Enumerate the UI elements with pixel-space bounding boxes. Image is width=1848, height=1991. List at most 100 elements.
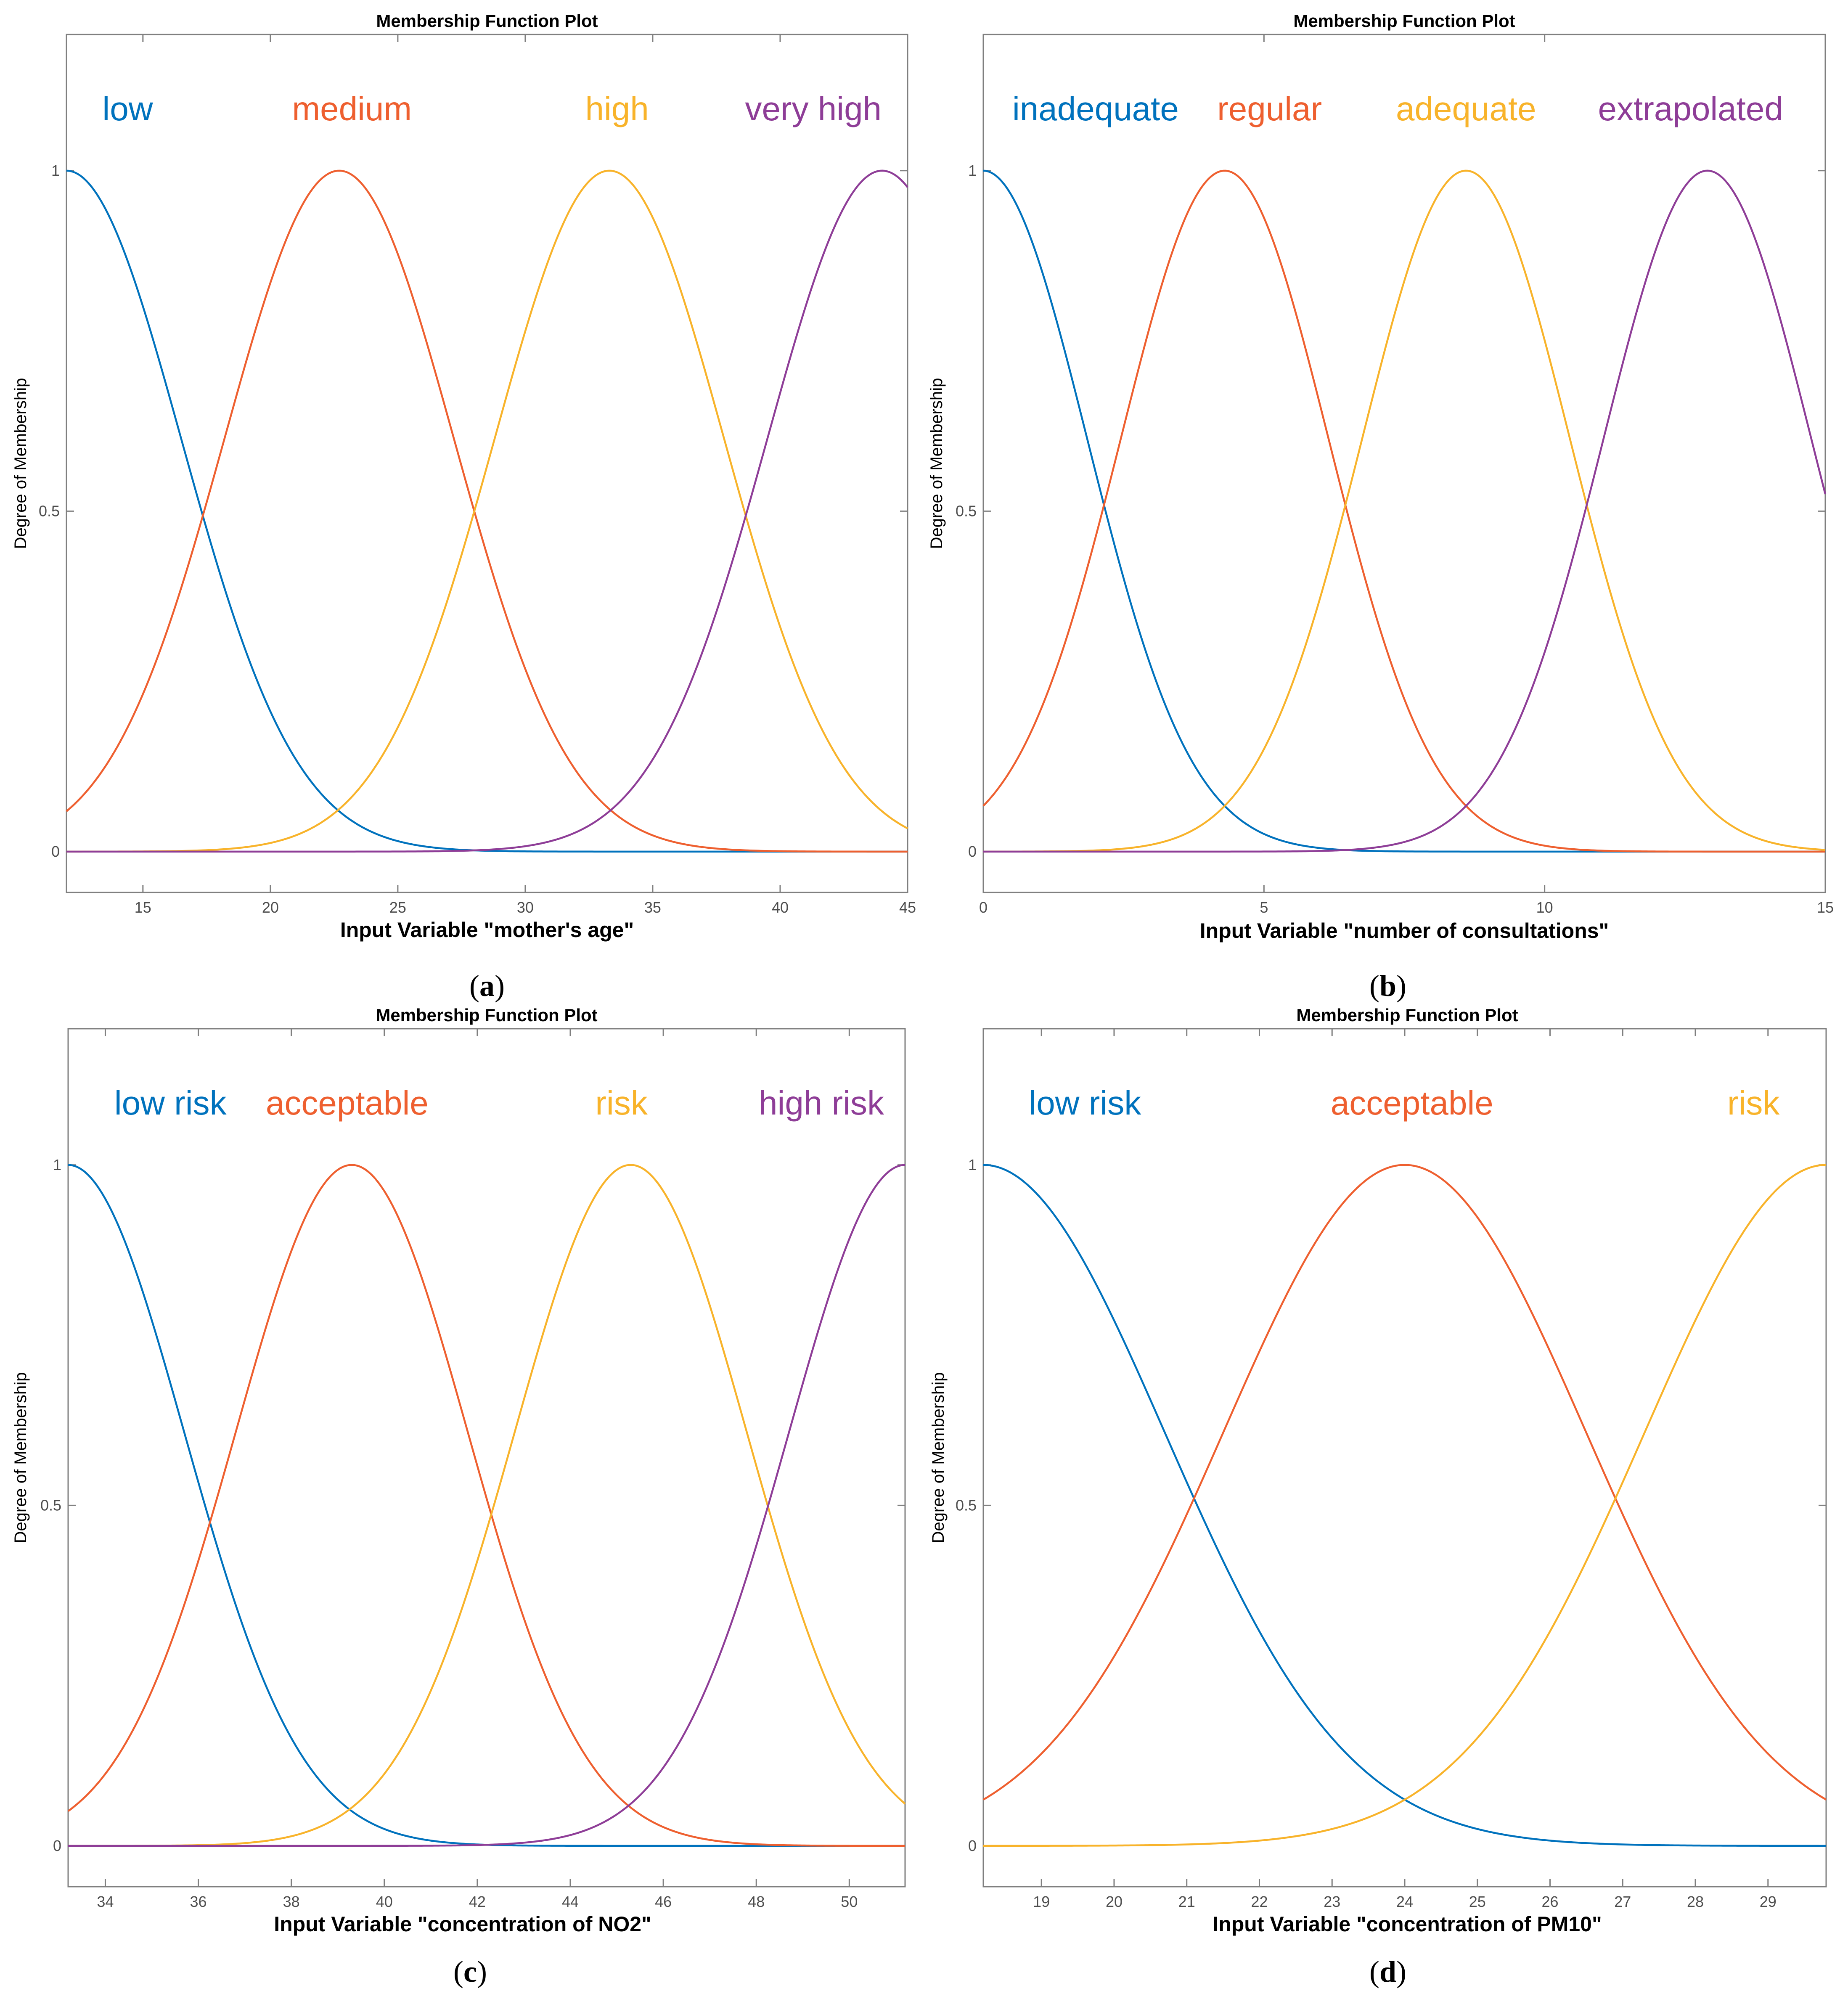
curve-group <box>67 1164 906 1847</box>
x-axis-label: Input Variable "number of consultations" <box>1200 919 1609 943</box>
panel-caption-c: (c) <box>453 1955 487 1988</box>
panel-caption-letter: d <box>1379 1955 1396 1988</box>
x-tick-label: 42 <box>469 1893 486 1910</box>
x-tick-label: 26 <box>1541 1893 1558 1910</box>
y-tick-label: 0.5 <box>956 1496 977 1514</box>
x-axis-label: Input Variable "concentration of PM10" <box>1213 1912 1602 1936</box>
x-tick-label: 20 <box>262 899 279 916</box>
x-tick-label: 15 <box>135 899 151 916</box>
x-tick-label: 24 <box>1396 1893 1413 1910</box>
mf-label-high-risk: high risk <box>759 1084 884 1122</box>
x-tick-label: 30 <box>517 899 534 916</box>
x-tick-label: 19 <box>1033 1893 1050 1910</box>
x-tick-label: 48 <box>748 1893 765 1910</box>
mf-label-medium: medium <box>292 90 412 127</box>
x-tick-label: 20 <box>1106 1893 1123 1910</box>
mf-curve-acceptable <box>982 1164 1827 1801</box>
mf-label-regular: regular <box>1217 90 1322 127</box>
tick-group: 15 20 25 30 35 40 45 0 0.5 1 <box>39 34 916 916</box>
mf-label-low-risk: low risk <box>114 1084 227 1122</box>
chart-title: Membership Function Plot <box>1293 11 1515 31</box>
x-tick-label: 23 <box>1324 1893 1340 1910</box>
x-tick-label: 36 <box>190 1893 207 1910</box>
panel-c: Membership Function Plot Input Variable … <box>11 1005 906 1936</box>
mf-label-risk: risk <box>1727 1084 1780 1122</box>
tick-group: 19 20 21 22 23 24 25 26 27 28 29 0 0.5 1 <box>956 1029 1826 1910</box>
mf-curve-high-risk <box>68 1164 905 1847</box>
x-tick-label: 38 <box>283 1893 300 1910</box>
x-tick-label: 27 <box>1614 1893 1631 1910</box>
mf-label-group: low risk acceptable risk <box>1029 1084 1780 1122</box>
x-tick-label: 28 <box>1687 1893 1704 1910</box>
x-tick-label: 10 <box>1536 899 1553 916</box>
mf-curve-adequate <box>983 169 1826 853</box>
y-tick-label: 0.5 <box>956 502 977 519</box>
y-tick-label: 0 <box>51 843 60 860</box>
panel-caption-letter: c <box>463 1955 477 1988</box>
y-tick-label: 1 <box>968 1156 977 1173</box>
panel-a: Membership Function Plot Input Variable … <box>11 11 916 942</box>
x-tick-label: 25 <box>1469 1893 1486 1910</box>
mf-label-group: low risk acceptable risk high risk <box>114 1084 884 1122</box>
x-tick-label: 35 <box>644 899 661 916</box>
y-tick-label: 1 <box>51 162 60 179</box>
y-tick-label: 0.5 <box>40 1496 61 1514</box>
x-tick-label: 44 <box>562 1893 579 1910</box>
y-tick-label: 1 <box>53 1156 61 1173</box>
mf-label-group: low medium high very high <box>102 90 882 127</box>
plot-frame <box>67 1028 906 1888</box>
plot-frame <box>982 1028 1827 1888</box>
mf-label-very-high: very high <box>745 90 882 127</box>
tick-group: 34 36 38 40 42 44 46 48 50 0 0.5 1 <box>40 1029 905 1910</box>
panel-caption-a: (a) <box>469 969 505 1003</box>
panel-caption-letter: a <box>479 969 495 1003</box>
mf-label-low: low <box>102 90 153 127</box>
panel-caption-letter: b <box>1379 969 1396 1003</box>
x-tick-label: 25 <box>389 899 406 916</box>
y-axis-label: Degree of Membership <box>927 378 946 549</box>
chart-title: Membership Function Plot <box>376 1005 597 1025</box>
mf-label-group: inadequate regular adequate extrapolated <box>1012 90 1783 127</box>
x-axis-label: Input Variable "mother's age" <box>340 918 634 942</box>
mf-curve-regular <box>982 169 1825 853</box>
x-tick-label: 50 <box>841 1893 858 1910</box>
mf-label-extrapolated: extrapolated <box>1598 90 1783 127</box>
curve-group <box>66 169 908 853</box>
mf-curve-extrapolated <box>983 169 1827 853</box>
panel-caption-d: (d) <box>1369 1955 1406 1988</box>
mf-label-low-risk: low risk <box>1029 1084 1142 1122</box>
chart-title: Membership Function Plot <box>1296 1005 1518 1025</box>
mf-label-risk: risk <box>595 1084 648 1122</box>
mf-curve-high <box>66 169 908 853</box>
x-tick-label: 15 <box>1817 899 1834 916</box>
panel-d: Membership Function Plot Input Variable … <box>929 1005 1827 1936</box>
tick-group: 0 5 10 15 0 0.5 1 <box>956 34 1834 916</box>
x-tick-label: 40 <box>376 1893 393 1910</box>
y-tick-label: 0.5 <box>39 502 60 519</box>
x-tick-label: 21 <box>1178 1893 1195 1910</box>
x-tick-label: 0 <box>979 899 988 916</box>
chart-title: Membership Function Plot <box>376 11 598 31</box>
y-axis-label: Degree of Membership <box>11 378 30 549</box>
y-axis-label: Degree of Membership <box>11 1372 30 1544</box>
mf-label-acceptable: acceptable <box>266 1084 429 1122</box>
y-axis-label: Degree of Membership <box>929 1372 948 1544</box>
panel-caption-b: (b) <box>1369 969 1406 1003</box>
mf-curve-medium <box>66 169 908 853</box>
mf-curve-risk <box>983 1164 1827 1847</box>
y-tick-label: 0 <box>968 1837 977 1854</box>
mf-curve-very-high <box>66 169 908 853</box>
mf-curve-acceptable <box>67 1164 905 1847</box>
y-tick-label: 0 <box>53 1837 61 1854</box>
x-tick-label: 5 <box>1260 899 1268 916</box>
x-tick-label: 34 <box>97 1893 114 1910</box>
x-axis-label: Input Variable "concentration of NO2" <box>274 1912 651 1936</box>
mf-label-high: high <box>585 90 649 127</box>
x-tick-label: 45 <box>899 899 916 916</box>
x-tick-label: 22 <box>1251 1893 1268 1910</box>
mf-label-acceptable: acceptable <box>1331 1084 1493 1122</box>
panel-b: Membership Function Plot Input Variable … <box>927 11 1834 943</box>
y-tick-label: 0 <box>968 843 977 860</box>
x-tick-label: 29 <box>1760 1893 1777 1910</box>
